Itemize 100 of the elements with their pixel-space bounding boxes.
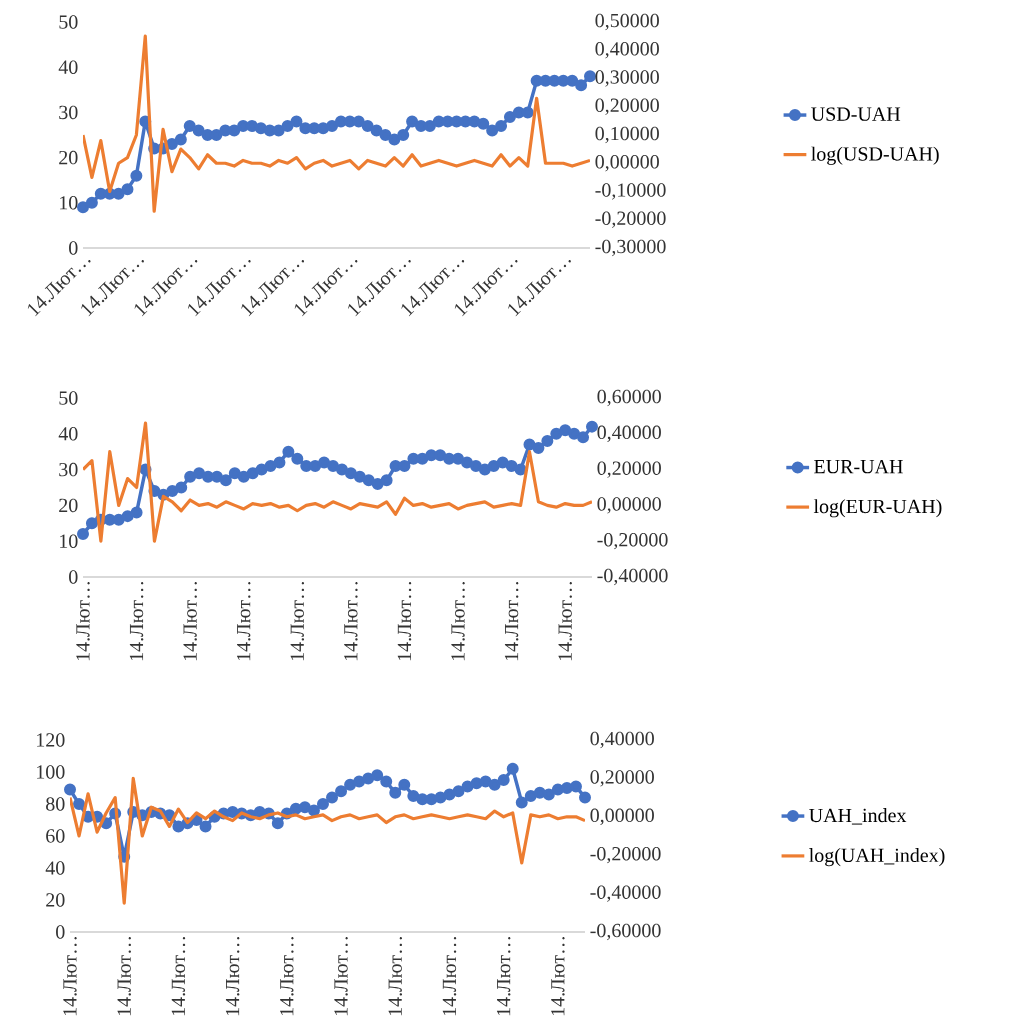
x-tick-label: 14.Лют… — [280, 937, 294, 1016]
point — [76, 528, 90, 541]
point — [264, 460, 277, 473]
point — [542, 788, 555, 801]
point — [344, 778, 357, 791]
y-tick-label: 0 — [69, 570, 78, 584]
y2-tick-label: 0,40000 — [597, 425, 661, 442]
y-tick-label: 20 — [59, 498, 78, 513]
point — [64, 783, 77, 796]
point — [273, 456, 286, 469]
point — [524, 789, 537, 802]
point — [389, 786, 402, 799]
point — [307, 804, 320, 817]
x-tick-label: 14.Лют… — [397, 582, 412, 661]
point — [344, 467, 357, 480]
point — [335, 785, 348, 798]
y-tick-label: 0 — [69, 241, 78, 255]
point — [407, 789, 420, 802]
point — [541, 434, 554, 447]
point — [532, 442, 545, 455]
x-tick-label: 14.Лют… — [183, 582, 197, 661]
y-tick-label: 50 — [59, 391, 78, 405]
point — [434, 449, 447, 462]
point — [477, 117, 490, 130]
y-tick-label: 100 — [37, 765, 65, 779]
point — [94, 187, 107, 200]
point — [193, 467, 206, 480]
point — [461, 780, 474, 793]
point — [371, 477, 384, 490]
point — [568, 427, 581, 440]
point — [199, 820, 212, 833]
point — [523, 438, 536, 451]
point — [73, 797, 86, 810]
point — [380, 474, 393, 487]
point — [228, 467, 241, 480]
point — [469, 460, 482, 473]
x-tick-label: 14.Лют… — [171, 937, 186, 1016]
y-tick-label: 10 — [60, 196, 78, 210]
point — [290, 115, 303, 128]
point — [388, 133, 401, 146]
point — [512, 106, 525, 119]
y2-tick-label: 0,60000 — [597, 389, 661, 407]
y-tick-label: 40 — [58, 60, 78, 74]
point — [76, 201, 90, 214]
x-tick-label: 14.Лют… — [496, 937, 511, 1016]
point — [184, 470, 197, 483]
y-tick-label: 10 — [60, 534, 78, 548]
point — [183, 119, 196, 132]
point — [505, 460, 518, 473]
point — [174, 133, 187, 146]
point — [192, 124, 205, 137]
point — [487, 460, 500, 473]
point — [175, 481, 188, 494]
point — [443, 788, 456, 801]
point — [414, 119, 427, 132]
point — [353, 470, 366, 483]
x-tick-label: 14.Лют… — [551, 937, 565, 1016]
point — [397, 128, 410, 141]
point — [583, 70, 596, 83]
point — [575, 79, 588, 92]
y-tick-label: 50 — [59, 15, 78, 29]
point — [362, 474, 375, 487]
point — [362, 772, 375, 785]
point — [434, 791, 447, 804]
y2-tick-label: 0,00000 — [597, 497, 661, 514]
legend-label: log(UAH_index) — [809, 848, 945, 867]
y2-tick-label: -0,30000 — [595, 239, 666, 257]
point — [226, 805, 239, 818]
point — [228, 124, 241, 137]
point — [291, 452, 304, 465]
y2-tick-label: 0,00000 — [590, 808, 654, 825]
x-tick-label: 14.Лют… — [63, 937, 77, 1016]
point — [85, 517, 98, 530]
point — [379, 128, 392, 141]
y2-tick-label: 0,20000 — [590, 770, 654, 787]
y-tick-label: 40 — [58, 427, 78, 441]
point — [452, 785, 465, 798]
y-tick-label: 20 — [59, 150, 78, 165]
point — [460, 456, 473, 469]
point — [326, 119, 339, 132]
x-tick-label: 14.Лют… — [117, 937, 131, 1016]
point — [370, 124, 383, 137]
point — [326, 791, 339, 804]
y2-tick-label: -0,20000 — [595, 211, 666, 228]
point — [121, 183, 134, 196]
y-tick-label: 0 — [56, 925, 65, 939]
point — [281, 119, 294, 132]
x-tick-label: 14.Лют… — [451, 582, 465, 661]
point — [361, 119, 374, 132]
y2-tick-label: -0,60000 — [590, 923, 661, 941]
point — [166, 485, 179, 498]
x-tick-label: 14.Лют… — [442, 937, 457, 1016]
y2-tick-label: 0,00000 — [595, 155, 659, 172]
point — [515, 796, 528, 809]
point — [282, 445, 295, 458]
point — [478, 463, 491, 476]
point — [585, 420, 598, 433]
x-tick-label: 14.Лют… — [504, 582, 519, 661]
point — [316, 797, 329, 810]
point — [514, 463, 527, 476]
